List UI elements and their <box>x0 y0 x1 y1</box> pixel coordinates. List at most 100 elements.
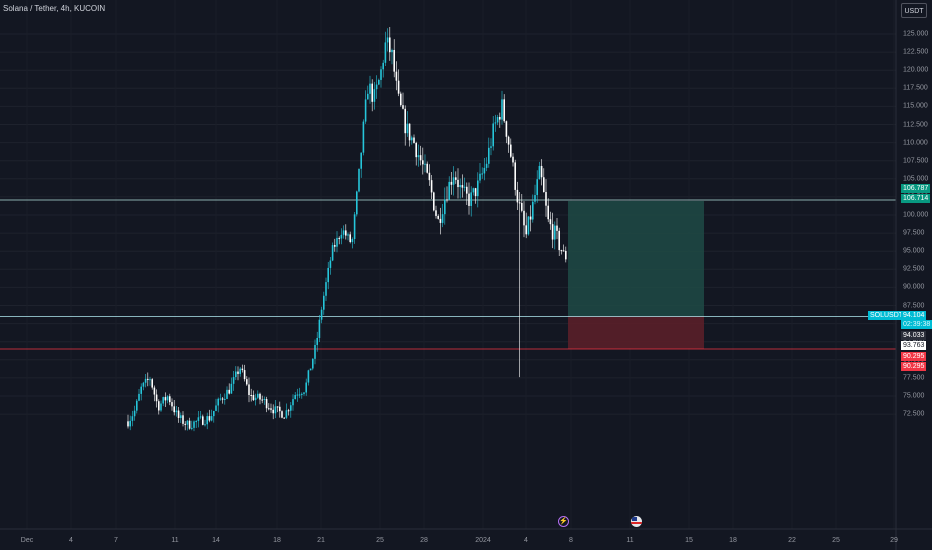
candle-body <box>136 400 138 411</box>
candle-body <box>144 378 147 383</box>
price-tick-label: 110.000 <box>903 139 928 147</box>
candle-body <box>474 188 477 197</box>
candle-body <box>197 417 200 422</box>
candle-body <box>543 177 545 193</box>
candle-body <box>556 225 558 231</box>
price-tick-label: 100.000 <box>903 211 929 219</box>
candle-body <box>208 416 211 421</box>
candle-body <box>285 410 288 418</box>
candle-body <box>347 234 349 236</box>
candle-body <box>279 406 281 412</box>
candle-body <box>459 185 461 188</box>
candle-body <box>340 234 343 239</box>
candle-body <box>204 424 206 426</box>
candle-body <box>303 392 305 394</box>
candle-body <box>492 123 494 147</box>
time-tick-label: 4 <box>69 537 73 544</box>
candle-body <box>393 49 395 72</box>
candle-body <box>362 121 365 153</box>
candle-body <box>219 398 222 400</box>
candle-body <box>422 160 424 165</box>
crosshair-price-tag: 93.763 <box>901 341 927 350</box>
price-tick-label: 107.500 <box>903 157 929 165</box>
candle-body <box>206 416 208 425</box>
price-tick-label: 105.000 <box>903 175 929 183</box>
candle-body <box>349 234 351 243</box>
candle-body <box>129 420 131 427</box>
candle-body <box>232 377 235 384</box>
time-tick-label: 15 <box>685 537 693 544</box>
time-tick-label: 22 <box>788 537 796 544</box>
candle-body <box>380 69 382 80</box>
price-tick-label: 97.500 <box>903 229 925 237</box>
candle-body <box>151 379 153 388</box>
price-tick-label: 75.000 <box>903 392 925 400</box>
candle-body <box>369 83 371 94</box>
candle-body <box>235 371 237 378</box>
price-tick-label: 92.500 <box>903 265 925 273</box>
candle-body <box>479 173 481 181</box>
candle-body <box>485 163 488 168</box>
candle-body <box>169 396 171 403</box>
candle-body <box>419 155 422 161</box>
price-tick-label: 72.500 <box>903 410 925 418</box>
target-price-tag-upper: 106.787 <box>901 184 931 193</box>
candle-body <box>375 84 378 90</box>
candle-body <box>243 370 246 380</box>
us-flag-event-icon[interactable] <box>631 516 642 527</box>
candle-body <box>481 173 483 175</box>
candle-body <box>228 389 230 394</box>
candle-body <box>314 344 316 359</box>
candle-body <box>382 62 384 70</box>
candle-body <box>215 405 217 411</box>
candle-body <box>274 406 277 414</box>
candle-body <box>516 189 519 203</box>
candle-body <box>490 146 492 148</box>
candle-body <box>281 411 283 418</box>
candle-body <box>395 71 398 81</box>
price-tick-label: 95.000 <box>903 247 925 255</box>
candle-body <box>512 156 514 163</box>
candle-body <box>298 394 301 396</box>
candle-body <box>448 181 450 200</box>
candle-body <box>155 394 158 402</box>
candle-body <box>351 239 354 243</box>
candle-body <box>547 205 549 220</box>
candle-body <box>230 383 233 394</box>
candle-body <box>175 410 178 413</box>
candle-body <box>334 245 336 247</box>
candle-body <box>510 144 512 157</box>
candle-body <box>386 37 389 43</box>
loss-zone[interactable] <box>568 316 704 349</box>
candle-body <box>254 397 257 401</box>
stop-price-tag-lower: 90.295 <box>901 362 927 371</box>
candle-body <box>538 165 541 180</box>
lightning-event-icon[interactable]: ⚡ <box>558 516 569 527</box>
candle-body <box>142 382 145 387</box>
candle-body <box>294 395 296 400</box>
candle-body <box>402 105 404 109</box>
candle-body <box>237 371 239 374</box>
candle-body <box>246 379 248 385</box>
candle-body <box>488 147 490 164</box>
candle-body <box>160 403 162 411</box>
candle-body <box>257 393 259 398</box>
time-tick-label: 25 <box>832 537 840 544</box>
candle-body <box>276 406 279 408</box>
candle-body <box>505 121 508 137</box>
candle-body <box>316 337 318 345</box>
profit-zone[interactable] <box>568 201 704 316</box>
currency-button[interactable]: USDT <box>901 3 927 18</box>
time-tick-label: 29 <box>890 537 898 544</box>
candle-body <box>224 398 226 400</box>
candle-body <box>565 250 567 260</box>
candle-body <box>180 415 182 418</box>
candle-body <box>413 137 415 143</box>
candle-body <box>250 395 252 397</box>
time-tick-label: 7 <box>114 537 118 544</box>
candle-body <box>529 216 532 220</box>
symbol-title: Solana / Tether, 4h, KUCOIN <box>3 4 106 13</box>
candle-body <box>373 89 376 102</box>
candle-body <box>532 201 534 220</box>
